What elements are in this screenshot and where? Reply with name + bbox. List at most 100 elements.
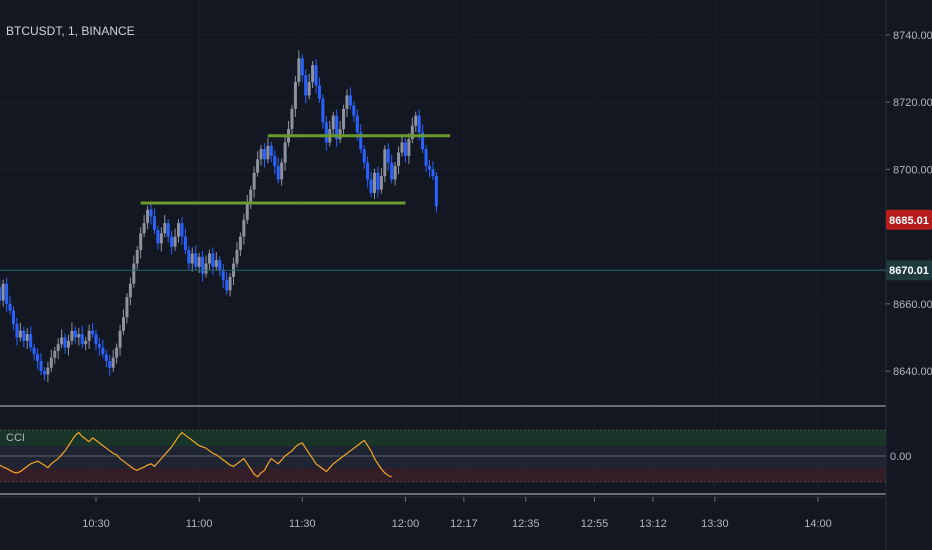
candle-body xyxy=(335,115,339,140)
candle-body xyxy=(300,58,304,76)
candle-body xyxy=(142,223,146,234)
candle-body xyxy=(115,347,119,358)
candle-body xyxy=(403,142,407,156)
candle-body xyxy=(29,334,33,348)
candle-body xyxy=(414,115,418,126)
candle-body xyxy=(331,115,335,130)
time-tick-label: 13:30 xyxy=(701,518,729,530)
candle-body xyxy=(369,179,373,193)
candle-body xyxy=(197,256,201,267)
candle-body xyxy=(417,115,421,133)
cci-pane[interactable]: CCI 0.00 xyxy=(0,429,911,483)
candle-body xyxy=(393,166,397,180)
candle-body xyxy=(149,209,153,217)
candle-body xyxy=(122,317,126,331)
candle-body xyxy=(390,162,394,180)
candle-body xyxy=(207,253,211,264)
candle-body xyxy=(201,256,205,274)
candle-body xyxy=(60,337,64,345)
candle-body xyxy=(39,361,43,372)
candle-body xyxy=(273,155,277,167)
candle-body xyxy=(293,81,297,109)
candlestick-series[interactable] xyxy=(0,50,438,383)
candle-body xyxy=(101,347,105,355)
candle-body xyxy=(84,340,88,345)
time-tick-label: 14:00 xyxy=(804,518,832,530)
candle-body xyxy=(87,330,91,341)
candle-body xyxy=(15,324,19,338)
candle-body xyxy=(211,253,215,267)
candle-body xyxy=(118,330,122,348)
candle-body xyxy=(280,162,284,180)
candle-body xyxy=(139,233,143,251)
candle-body xyxy=(424,149,428,167)
candle-body xyxy=(228,276,232,291)
candle-body xyxy=(22,330,26,341)
candle-body xyxy=(132,263,136,284)
candle-body xyxy=(183,236,187,251)
candle-body xyxy=(91,330,95,335)
candle-body xyxy=(314,65,318,86)
candle-body xyxy=(262,149,266,160)
candle-body xyxy=(49,357,53,368)
candle-body xyxy=(152,216,156,230)
marker-price-tag-background xyxy=(886,260,932,281)
candle-body xyxy=(321,98,325,123)
time-tick-label: 12:35 xyxy=(512,518,540,530)
candle-body xyxy=(252,172,256,190)
candle-body xyxy=(324,122,328,143)
candle-body xyxy=(221,270,225,281)
candle-body xyxy=(235,250,239,264)
vertical-gridlines xyxy=(95,0,819,497)
candle-body xyxy=(56,344,60,351)
candle-body xyxy=(190,253,194,264)
price-axis[interactable]: 8740.00 8720.00 8700.00 8660.00 8640.00 xyxy=(886,30,932,378)
candle-body xyxy=(359,132,363,150)
last-price-value: 8685.01 xyxy=(889,215,929,227)
cci-series-line[interactable] xyxy=(0,431,392,478)
symbol-label[interactable]: BTCUSDT, 1, BINANCE xyxy=(6,24,135,38)
price-tick-label: 8740.00 xyxy=(893,30,932,42)
candle-body xyxy=(225,280,229,291)
candle-body xyxy=(194,253,198,267)
candle-body xyxy=(256,159,260,173)
horizontal-levels[interactable] xyxy=(140,134,451,205)
cci-zero-tick: 0.00 xyxy=(890,451,911,463)
candle-body xyxy=(352,105,356,116)
candle-body xyxy=(70,330,74,341)
price-tick-label: 8640.00 xyxy=(893,366,932,378)
candle-body xyxy=(307,81,311,96)
candle-body xyxy=(249,189,253,203)
time-tick-label: 12:00 xyxy=(392,518,420,530)
candle-body xyxy=(372,172,376,193)
candle-body xyxy=(66,340,70,348)
candle-body xyxy=(400,142,404,153)
candle-body xyxy=(94,334,98,345)
candle-body xyxy=(376,172,380,190)
candle-body xyxy=(345,95,349,109)
candle-body xyxy=(80,334,84,345)
candle-body xyxy=(36,354,40,362)
cci-label[interactable]: CCI xyxy=(6,432,25,444)
candle-body xyxy=(245,203,249,220)
candle-body xyxy=(362,149,366,163)
candle-body xyxy=(410,125,414,140)
cci-lower-band xyxy=(0,468,886,482)
candle-body xyxy=(32,347,36,355)
candle-body xyxy=(111,357,115,368)
candle-body xyxy=(25,334,29,341)
candle-body xyxy=(170,236,174,247)
candle-body xyxy=(173,236,177,247)
candle-body xyxy=(421,132,425,150)
candle-body xyxy=(386,149,390,163)
marker-price-tag: 8670.01 xyxy=(886,260,932,281)
candle-body xyxy=(304,75,308,96)
candle-body xyxy=(42,371,46,375)
candle-body xyxy=(77,334,81,338)
time-axis[interactable]: 10:30 11:00 11:30 12:00 12:17 12:35 12:55 13:12… xyxy=(82,497,832,530)
candle-body xyxy=(283,142,287,163)
candle-body xyxy=(355,115,359,133)
candle-body xyxy=(159,233,163,244)
candle-body xyxy=(238,236,242,251)
